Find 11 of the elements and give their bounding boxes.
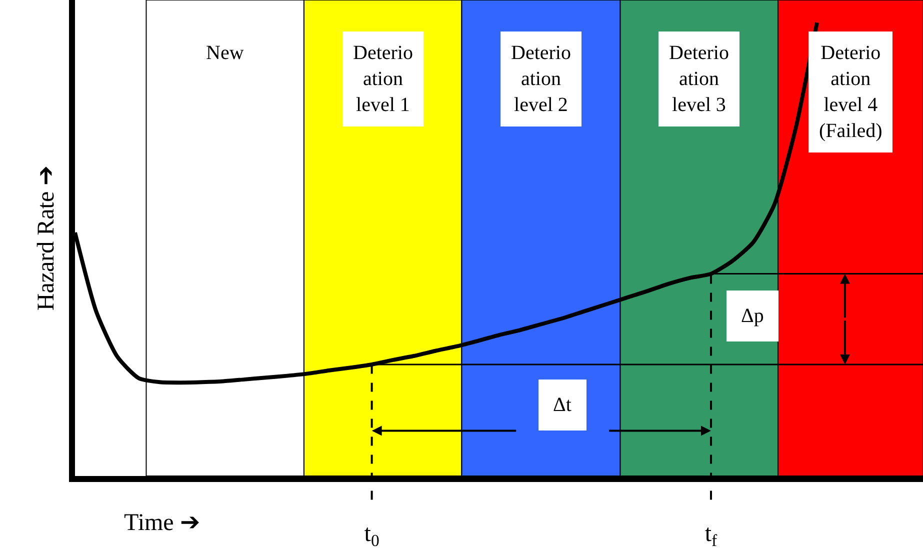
annotation: Deterio ation level 1 bbox=[353, 42, 413, 116]
annotation: Δt bbox=[553, 394, 572, 416]
x-axis-title: Time ➔ bbox=[124, 510, 200, 536]
annotation: New bbox=[206, 42, 244, 64]
annotation: Deterio ation level 4 (Failed) bbox=[819, 42, 882, 142]
x-tick-label: t$_{f}$ bbox=[704, 520, 718, 550]
annotation: Δp bbox=[741, 305, 764, 327]
y-axis-title: Hazard Rate ➔ bbox=[34, 165, 60, 311]
annotation: Deterio ation level 3 bbox=[669, 42, 729, 116]
x-tick-label: t$_{0}$ bbox=[364, 520, 380, 550]
annotation: Deterio ation level 2 bbox=[511, 42, 571, 116]
